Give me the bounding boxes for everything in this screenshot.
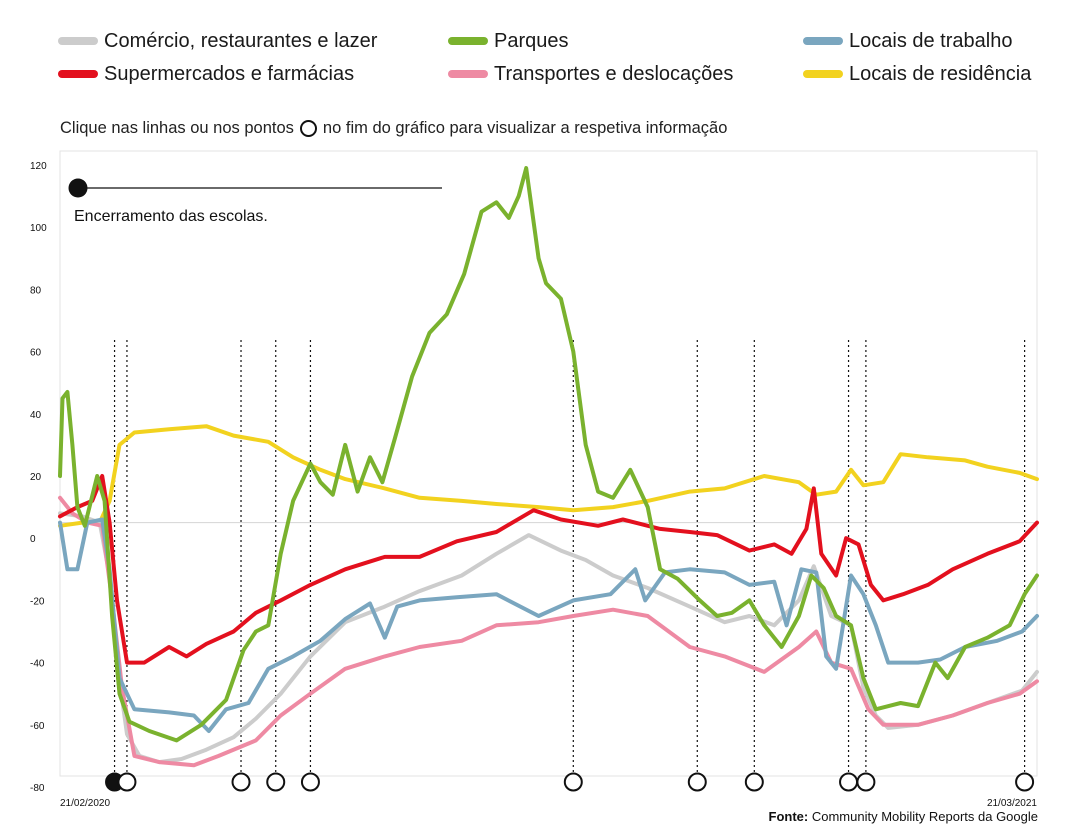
legend-label: Locais de trabalho — [849, 29, 1013, 52]
legend-item-supermercados[interactable]: Supermercados e farmácias — [58, 59, 354, 89]
legend-label: Comércio, restaurantes e lazer — [104, 29, 378, 52]
event-marker[interactable] — [563, 772, 583, 792]
legend-label: Parques — [494, 29, 569, 52]
annotation-dot — [68, 178, 88, 198]
instruction-text: Clique nas linhas ou nos pontos no fim d… — [60, 119, 727, 138]
annotation: Encerramento das escolas. — [68, 178, 442, 225]
legend: Comércio, restaurantes e lazer Parques L… — [58, 26, 1048, 96]
series-line[interactable] — [58, 517, 1039, 733]
legend-swatch — [58, 70, 98, 78]
legend-label: Locais de residência — [849, 62, 1032, 85]
y-tick-label: 80 — [30, 285, 42, 296]
legend-item-trabalho[interactable]: Locais de trabalho — [803, 26, 1012, 56]
y-tick-label: 100 — [30, 223, 47, 234]
y-tick-label: 20 — [30, 472, 42, 483]
legend-item-transportes[interactable]: Transportes e deslocações — [448, 59, 733, 89]
legend-item-parques[interactable]: Parques — [448, 26, 569, 56]
y-axis: 120 100 80 60 40 20 0 -20 -40 -60 -80 — [30, 161, 47, 794]
legend-swatch — [58, 37, 98, 45]
legend-swatch — [803, 37, 843, 45]
x-tick-label: 21/03/2021 — [987, 798, 1037, 809]
instruction-text-after: no fim do gráfico para visualizar a resp… — [322, 119, 728, 137]
legend-swatch — [448, 37, 488, 45]
y-tick-label: 120 — [30, 161, 47, 172]
source-text: Community Mobility Reports da Google — [811, 809, 1038, 824]
event-marker[interactable] — [231, 772, 251, 792]
event-marker[interactable] — [687, 772, 707, 792]
event-marker[interactable] — [300, 772, 320, 792]
series-line[interactable] — [58, 495, 1039, 768]
event-marker[interactable] — [856, 772, 876, 792]
series-group — [58, 166, 1039, 768]
event-marker[interactable] — [1015, 772, 1035, 792]
x-tick-label: 21/02/2020 — [60, 798, 110, 809]
y-tick-label: -60 — [30, 721, 45, 732]
legend-label: Supermercados e farmácias — [104, 62, 355, 85]
series-line[interactable] — [58, 474, 1039, 665]
y-tick-label: -80 — [30, 783, 45, 794]
event-marker[interactable] — [266, 772, 286, 792]
source-label: Fonte: — [768, 809, 809, 824]
y-tick-label: -20 — [30, 596, 45, 607]
legend-item-residencia[interactable]: Locais de residência — [803, 59, 1031, 89]
series-line[interactable] — [58, 166, 1039, 743]
series-line[interactable] — [58, 424, 1039, 528]
event-marker[interactable] — [744, 772, 764, 792]
legend-swatch — [448, 70, 488, 78]
event-markers — [105, 772, 1035, 792]
legend-swatch — [803, 70, 843, 78]
annotation-text: Encerramento das escolas. — [74, 208, 268, 225]
event-marker[interactable] — [117, 772, 137, 792]
legend-item-comercio[interactable]: Comércio, restaurantes e lazer — [58, 26, 377, 56]
legend-label: Transportes e deslocações — [494, 62, 734, 85]
x-axis: 21/02/2020 21/03/2021 — [60, 798, 1037, 809]
instruction-text-before: Clique nas linhas ou nos pontos — [60, 119, 294, 137]
plot-frame — [59, 150, 1038, 777]
y-tick-label: -40 — [30, 659, 45, 670]
y-tick-label: 0 — [30, 534, 36, 545]
source-note: Fonte: Community Mobility Reports da Goo… — [769, 809, 1039, 824]
event-marker[interactable] — [839, 772, 859, 792]
y-tick-label: 40 — [30, 410, 42, 421]
y-tick-label: 60 — [30, 348, 42, 359]
circle-icon — [299, 120, 317, 137]
